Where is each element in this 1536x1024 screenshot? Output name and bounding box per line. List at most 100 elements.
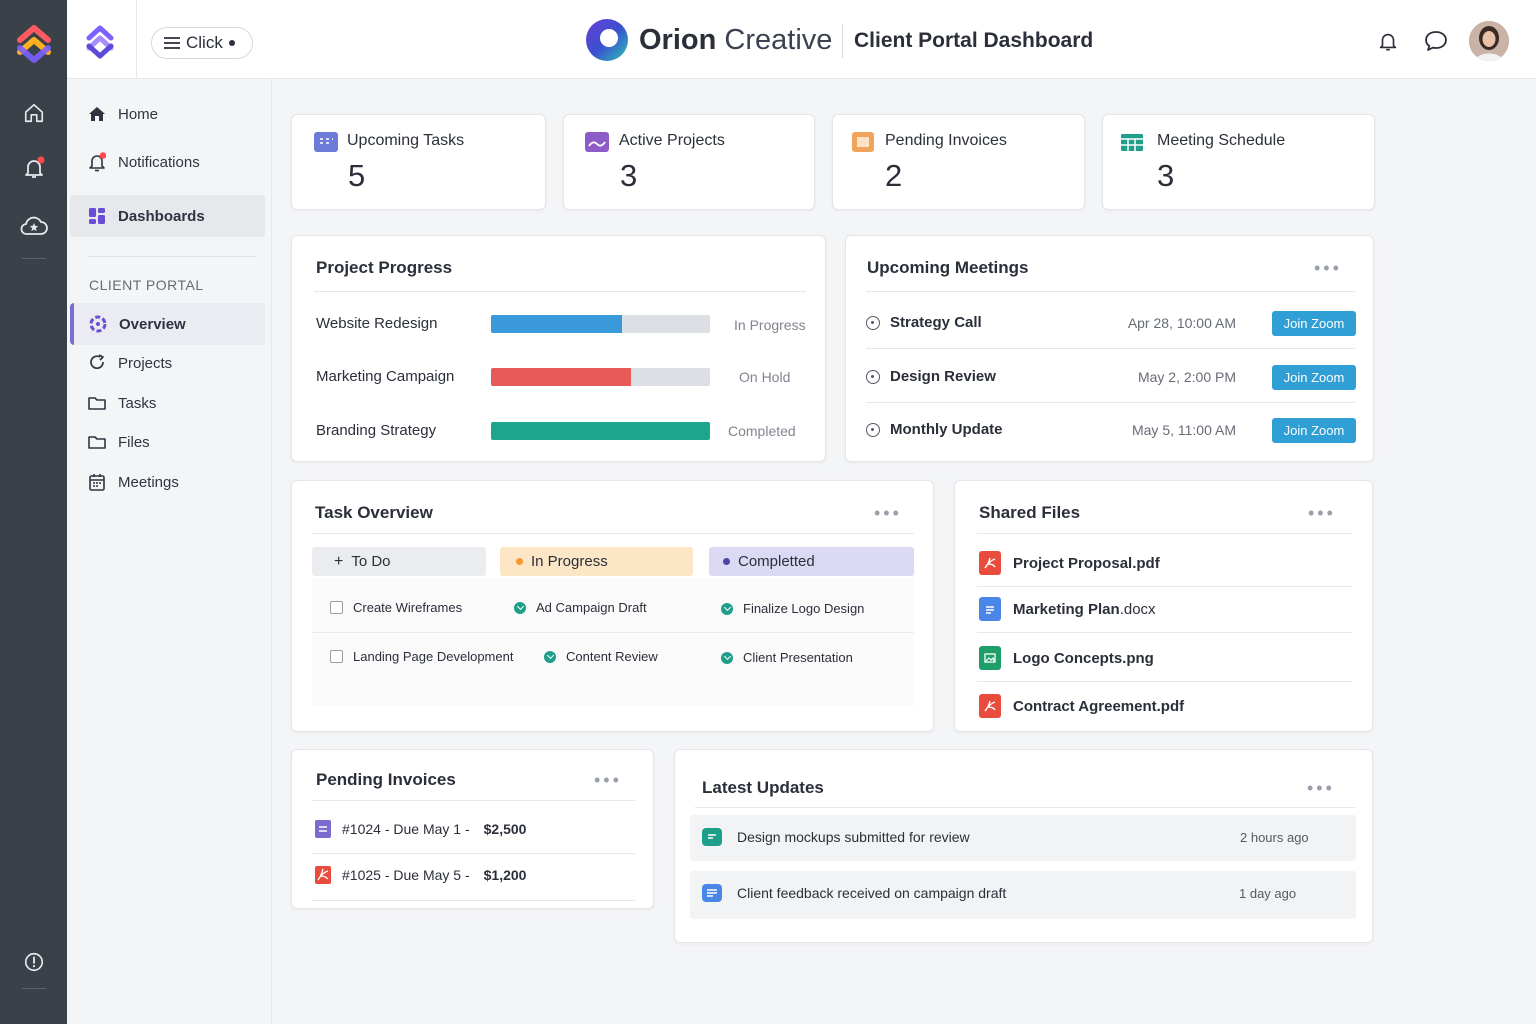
task-item[interactable]: Ad Campaign Draft — [514, 600, 647, 615]
stat-card-upcoming-tasks[interactable]: Upcoming Tasks 5 — [291, 114, 546, 210]
project-name: Branding Strategy — [316, 422, 437, 439]
join-zoom-button[interactable]: Join Zoom — [1272, 418, 1356, 443]
image-file-icon — [979, 646, 1001, 670]
column-header-in-progress[interactable]: In Progress — [500, 547, 693, 576]
meeting-row[interactable]: Design Review May 2, 2:00 PM Join Zoom — [866, 360, 1356, 396]
divider — [312, 800, 635, 801]
column-label: In Progress — [531, 553, 608, 570]
cloud-rail-icon[interactable] — [18, 212, 50, 240]
invoice-row[interactable]: #1025 - Due May 5 - $1,200 — [314, 865, 526, 885]
sidebar-item-label: Tasks — [118, 394, 157, 412]
task-checkbox[interactable] — [330, 601, 343, 614]
file-row[interactable]: Marketing Plan.docx — [979, 592, 1156, 626]
workspace-logo-icon[interactable] — [85, 24, 115, 60]
project-progress-card: Project Progress Website Redesign In Pro… — [291, 235, 826, 462]
stat-title: Pending Invoices — [885, 132, 1007, 149]
sidebar-item-home[interactable]: Home — [70, 93, 265, 135]
divider — [866, 348, 1355, 349]
sidebar-item-files[interactable]: Files — [70, 421, 265, 463]
click-menu-label: Click — [186, 33, 223, 52]
card-title: Upcoming Meetings — [867, 258, 1029, 277]
more-options-icon[interactable]: ••• — [1307, 778, 1335, 798]
bell-icon[interactable] — [1375, 28, 1401, 54]
sidebar-item-label: Dashboards — [118, 207, 205, 225]
sidebar-item-tasks[interactable]: Tasks — [70, 382, 265, 424]
join-zoom-button[interactable]: Join Zoom — [1272, 365, 1356, 390]
notifications-rail-icon[interactable] — [20, 154, 48, 182]
card-title: Project Progress — [316, 258, 453, 277]
sidebar-item-notifications[interactable]: Notifications — [70, 141, 265, 183]
sidebar-item-label: Files — [118, 433, 150, 451]
project-name: Marketing Campaign — [316, 368, 455, 385]
stat-title: Active Projects — [619, 132, 725, 149]
more-options-icon[interactable]: ••• — [874, 503, 902, 523]
bell-icon — [88, 152, 106, 172]
status-dot-icon — [723, 558, 730, 565]
stat-value: 3 — [620, 158, 638, 193]
progress-bar — [491, 422, 710, 440]
progress-bar — [491, 368, 710, 386]
latest-updates-card: Latest Updates ••• Design mockups submit… — [674, 749, 1373, 943]
meeting-row[interactable]: Monthly Update May 5, 11:00 AM Join Zoom — [866, 413, 1356, 449]
divider — [977, 632, 1352, 633]
invoice-row[interactable]: #1024 - Due May 1 - $2,500 — [314, 819, 526, 839]
file-row[interactable]: Project Proposal.pdf — [979, 546, 1160, 580]
task-item[interactable]: Content Review — [544, 649, 658, 664]
topbar-divider — [136, 0, 137, 79]
sidebar-item-dashboards[interactable]: Dashboards — [70, 195, 265, 237]
shared-files-card: Shared Files ••• Project Proposal.pdf Ma… — [954, 480, 1373, 732]
home-rail-icon[interactable] — [20, 99, 48, 127]
chat-icon[interactable] — [1423, 28, 1449, 54]
progress-fill — [491, 368, 632, 386]
task-item[interactable]: Create Wireframes — [330, 600, 462, 615]
folder-icon — [88, 394, 106, 412]
help-rail-icon[interactable] — [20, 948, 48, 976]
column-header-completed[interactable]: Completted — [709, 547, 914, 576]
stat-card-active-projects[interactable]: Active Projects 3 — [563, 114, 815, 210]
task-item[interactable]: Client Presentation — [721, 650, 853, 665]
sidebar-item-meetings[interactable]: Meetings — [70, 461, 265, 503]
divider — [312, 853, 635, 854]
clickup-logo-icon[interactable] — [16, 24, 52, 64]
update-row[interactable]: Client feedback received on campaign dra… — [690, 871, 1356, 919]
task-label: Content Review — [566, 649, 658, 664]
update-row[interactable]: Design mockups submitted for review 2 ho… — [690, 815, 1356, 861]
more-options-icon[interactable]: ••• — [594, 770, 622, 790]
status-dot-icon — [516, 558, 523, 565]
task-label: Ad Campaign Draft — [536, 600, 647, 615]
join-zoom-button[interactable]: Join Zoom — [1272, 311, 1356, 336]
sidebar-item-overview[interactable]: Overview — [70, 303, 265, 345]
stat-card-meeting-schedule[interactable]: Meeting Schedule 3 — [1102, 114, 1375, 210]
rail-divider — [22, 988, 46, 989]
meeting-row[interactable]: Strategy Call Apr 28, 10:00 AM Join Zoom — [866, 306, 1356, 342]
brand: Orion Creative — [585, 18, 832, 62]
task-checkbox[interactable] — [330, 650, 343, 663]
tasks-calendar-icon — [314, 132, 338, 152]
sidebar: Home Notifications Dashboards CLIENT POR… — [67, 79, 272, 1024]
divider — [977, 681, 1352, 682]
meeting-clock-icon — [866, 423, 880, 437]
sidebar-item-projects[interactable]: Projects — [70, 342, 265, 384]
task-label: Landing Page Development — [353, 649, 514, 664]
upcoming-meetings-card: Upcoming Meetings ••• Strategy Call Apr … — [845, 235, 1374, 462]
click-menu-button[interactable]: Click — [151, 27, 253, 59]
file-row[interactable]: Logo Concepts.png — [979, 641, 1154, 675]
meeting-name: Strategy Call — [890, 314, 982, 331]
card-title: Shared Files — [979, 503, 1081, 522]
user-avatar[interactable] — [1469, 21, 1509, 61]
more-options-icon[interactable]: ••• — [1314, 258, 1342, 278]
app-rail — [0, 0, 67, 1024]
sidebar-divider — [87, 256, 257, 257]
task-label: Finalize Logo Design — [743, 601, 865, 616]
file-name: Contract Agreement.pdf — [1013, 697, 1185, 715]
dot-icon — [228, 40, 235, 46]
divider — [695, 807, 1355, 808]
stat-card-pending-invoices[interactable]: Pending Invoices 2 — [832, 114, 1085, 210]
more-options-icon[interactable]: ••• — [1308, 503, 1336, 523]
file-row[interactable]: Contract Agreement.pdf — [979, 689, 1184, 723]
column-header-todo[interactable]: + To Do — [312, 547, 486, 576]
pdf-file-icon — [979, 551, 1001, 575]
task-item[interactable]: Finalize Logo Design — [721, 601, 864, 616]
stat-title: Meeting Schedule — [1157, 132, 1286, 149]
task-item[interactable]: Landing Page Development — [330, 649, 513, 664]
